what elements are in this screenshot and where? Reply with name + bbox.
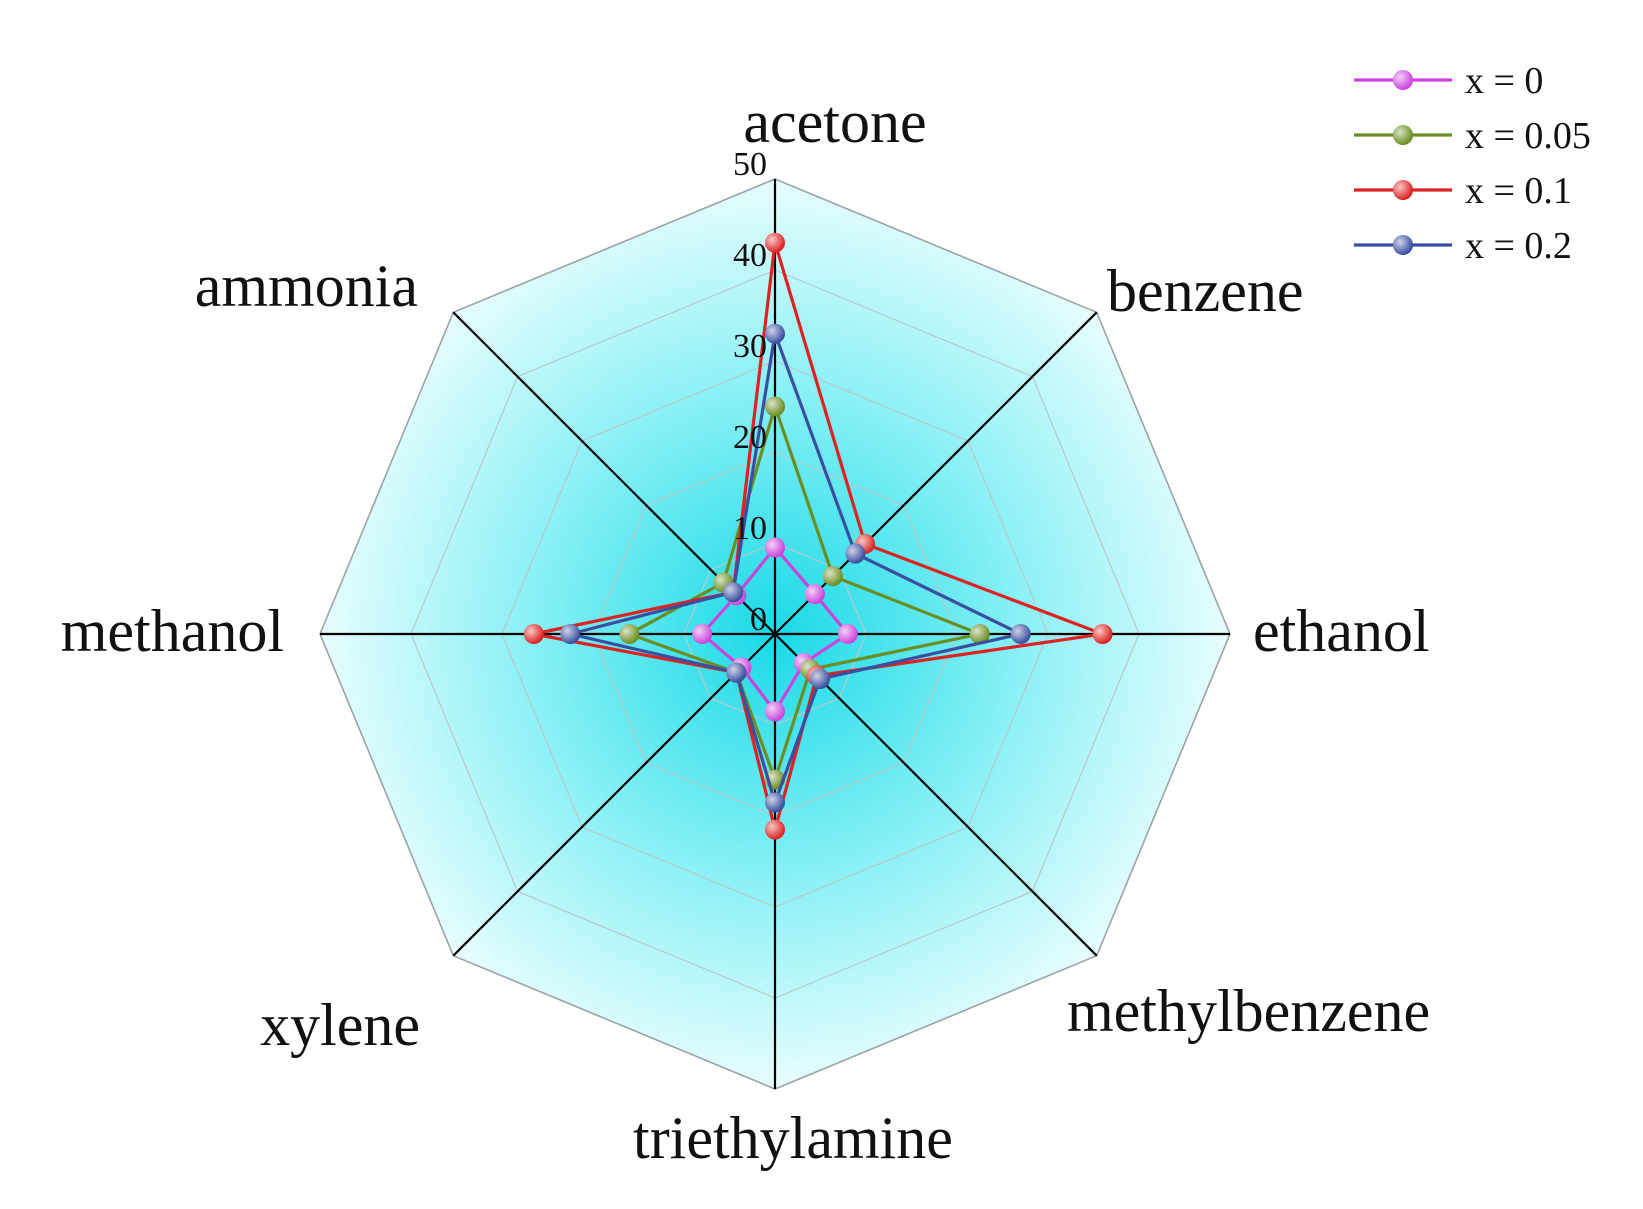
- axis-label-benzene: benzene: [1107, 258, 1304, 324]
- series-2-point-shine-methanol: [523, 624, 544, 644]
- tick-label-0: 0: [750, 601, 767, 638]
- series-0-point-shine-acetone: [765, 537, 785, 558]
- series-0-point-shine-methanol: [692, 624, 713, 644]
- series-3-point-shine-ammonia: [723, 582, 744, 603]
- series-1-point-shine-acetone: [765, 396, 785, 417]
- series-0-point-shine-triethylamine: [765, 701, 785, 722]
- spoke-methylbenzene: [774, 633, 1098, 957]
- series-1-point-shine-benzene: [822, 566, 843, 587]
- axis-label-acetone: acetone: [743, 89, 926, 155]
- series-2-point-shine-triethylamine: [765, 819, 785, 840]
- series-3-point-shine-methylbenzene: [810, 669, 830, 689]
- legend-marker-shine-3: [1393, 235, 1413, 255]
- series-2-point-shine-acetone: [765, 232, 785, 253]
- legend-marker-shine-2: [1393, 180, 1413, 200]
- spoke-xylene: [452, 633, 776, 957]
- axis-label-ethanol: ethanol: [1253, 598, 1430, 664]
- series-3-point-shine-ethanol: [1010, 624, 1031, 644]
- axis-label-xylene: xylene: [260, 992, 420, 1058]
- axis-label-methylbenzene: methylbenzene: [1067, 978, 1430, 1044]
- tick-label-30: 30: [733, 328, 767, 365]
- legend-marker-shine-0: [1393, 70, 1413, 90]
- series-1-point-shine-ethanol: [969, 624, 990, 644]
- tick-label-40: 40: [733, 237, 767, 274]
- legend-label-3: x = 0.2: [1465, 225, 1572, 267]
- series-3-point-shine-benzene: [845, 543, 866, 564]
- tick-label-10: 10: [733, 510, 767, 547]
- axis-label-methanol: methanol: [61, 598, 284, 664]
- series-3: [560, 323, 1031, 813]
- legend: x = 0 x = 0.05 x = 0.1 x = 0.2: [1354, 60, 1591, 267]
- series-3-point-shine-acetone: [765, 323, 785, 344]
- series-2-point-shine-ethanol: [1092, 624, 1113, 644]
- series-3-point-shine-xylene: [726, 662, 747, 683]
- legend-label-2: x = 0.1: [1465, 170, 1572, 212]
- series-0-point-shine-ethanol: [837, 624, 858, 644]
- axis-label-ammonia: ammonia: [195, 253, 418, 319]
- tick-label-50: 50: [733, 146, 767, 183]
- legend-marker-shine-1: [1393, 125, 1413, 145]
- series-3-point-shine-methanol: [560, 624, 581, 644]
- series-1-point-shine-methanol: [619, 624, 640, 644]
- series-3-point-shine-triethylamine: [765, 792, 785, 813]
- tick-label-20: 20: [733, 419, 767, 456]
- legend-label-1: x = 0.05: [1465, 115, 1591, 157]
- axis-label-triethylamine: triethylamine: [633, 1105, 953, 1171]
- series-0-point-shine-benzene: [804, 584, 825, 605]
- legend-label-0: x = 0: [1465, 60, 1543, 102]
